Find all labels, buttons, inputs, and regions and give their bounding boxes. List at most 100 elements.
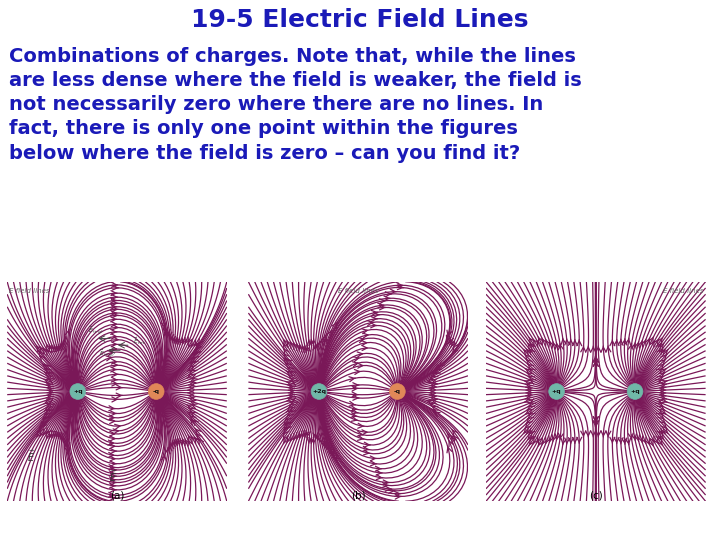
FancyArrowPatch shape: [661, 423, 667, 429]
FancyArrowPatch shape: [542, 438, 546, 445]
FancyArrowPatch shape: [614, 340, 619, 346]
FancyArrowPatch shape: [286, 358, 292, 364]
FancyArrowPatch shape: [527, 363, 534, 369]
FancyArrowPatch shape: [109, 477, 116, 482]
FancyArrowPatch shape: [606, 346, 611, 352]
FancyArrowPatch shape: [36, 431, 42, 437]
FancyArrowPatch shape: [188, 440, 193, 446]
FancyArrowPatch shape: [188, 337, 193, 343]
FancyArrowPatch shape: [48, 379, 55, 383]
Text: (c): (c): [589, 490, 603, 501]
FancyArrowPatch shape: [370, 461, 377, 466]
FancyArrowPatch shape: [322, 335, 327, 341]
FancyArrowPatch shape: [173, 337, 178, 343]
FancyArrowPatch shape: [371, 316, 377, 322]
FancyArrowPatch shape: [526, 349, 532, 355]
FancyArrowPatch shape: [593, 417, 598, 423]
FancyArrowPatch shape: [431, 406, 438, 411]
FancyArrowPatch shape: [111, 304, 117, 309]
FancyArrowPatch shape: [194, 348, 199, 355]
FancyArrowPatch shape: [110, 411, 117, 416]
FancyArrowPatch shape: [528, 368, 535, 374]
FancyArrowPatch shape: [309, 340, 314, 346]
FancyArrowPatch shape: [325, 442, 329, 449]
FancyArrowPatch shape: [283, 348, 289, 355]
FancyArrowPatch shape: [555, 343, 560, 349]
FancyArrowPatch shape: [186, 405, 193, 410]
FancyArrowPatch shape: [108, 440, 113, 445]
FancyArrowPatch shape: [307, 437, 312, 443]
FancyArrowPatch shape: [109, 492, 115, 497]
FancyArrowPatch shape: [626, 338, 631, 345]
FancyArrowPatch shape: [313, 344, 318, 350]
FancyArrowPatch shape: [656, 380, 662, 384]
FancyArrowPatch shape: [112, 359, 117, 364]
FancyArrowPatch shape: [525, 423, 531, 429]
FancyArrowPatch shape: [41, 422, 47, 428]
FancyArrowPatch shape: [361, 341, 366, 346]
FancyArrowPatch shape: [165, 448, 170, 454]
FancyArrowPatch shape: [190, 366, 197, 372]
FancyArrowPatch shape: [110, 461, 117, 466]
FancyArrowPatch shape: [357, 431, 364, 436]
FancyArrowPatch shape: [581, 431, 586, 437]
Text: (a): (a): [110, 490, 124, 501]
FancyArrowPatch shape: [111, 291, 117, 295]
FancyArrowPatch shape: [364, 450, 370, 455]
FancyArrowPatch shape: [431, 379, 438, 384]
FancyArrowPatch shape: [658, 343, 664, 349]
FancyArrowPatch shape: [198, 339, 204, 345]
FancyArrowPatch shape: [397, 282, 402, 288]
FancyArrowPatch shape: [353, 383, 359, 388]
FancyArrowPatch shape: [291, 397, 297, 402]
FancyArrowPatch shape: [109, 444, 114, 449]
FancyArrowPatch shape: [552, 342, 557, 348]
FancyArrowPatch shape: [110, 449, 117, 454]
FancyArrowPatch shape: [177, 338, 182, 345]
FancyArrowPatch shape: [649, 341, 654, 347]
FancyArrowPatch shape: [526, 386, 532, 390]
FancyArrowPatch shape: [657, 402, 664, 407]
FancyArrowPatch shape: [645, 438, 649, 445]
FancyArrowPatch shape: [109, 495, 116, 501]
FancyArrowPatch shape: [660, 386, 666, 390]
FancyArrowPatch shape: [610, 340, 615, 346]
FancyArrowPatch shape: [363, 447, 369, 451]
FancyArrowPatch shape: [320, 439, 325, 446]
FancyArrowPatch shape: [45, 409, 51, 415]
FancyArrowPatch shape: [177, 438, 182, 445]
FancyArrowPatch shape: [285, 362, 292, 368]
FancyArrowPatch shape: [52, 431, 56, 438]
FancyArrowPatch shape: [284, 358, 289, 364]
FancyArrowPatch shape: [642, 339, 646, 346]
FancyArrowPatch shape: [288, 390, 294, 395]
FancyArrowPatch shape: [572, 437, 577, 443]
FancyArrowPatch shape: [46, 428, 51, 435]
FancyArrowPatch shape: [359, 338, 364, 342]
FancyArrowPatch shape: [449, 336, 454, 343]
FancyArrowPatch shape: [316, 435, 321, 442]
FancyArrowPatch shape: [284, 339, 289, 346]
FancyArrowPatch shape: [112, 313, 119, 318]
FancyArrowPatch shape: [164, 332, 169, 338]
FancyArrowPatch shape: [622, 438, 627, 444]
FancyArrowPatch shape: [537, 341, 542, 347]
FancyArrowPatch shape: [112, 346, 117, 352]
FancyArrowPatch shape: [55, 345, 60, 352]
FancyArrowPatch shape: [191, 341, 197, 347]
FancyArrowPatch shape: [593, 360, 598, 366]
FancyArrowPatch shape: [112, 372, 119, 376]
FancyArrowPatch shape: [529, 380, 536, 384]
Text: Combinations of charges. Note that, while the lines
are less dense where the fie: Combinations of charges. Note that, whil…: [9, 46, 581, 163]
Text: $\vec{E}_{(+q)}$: $\vec{E}_{(+q)}$: [88, 324, 103, 336]
FancyArrowPatch shape: [559, 433, 563, 440]
FancyArrowPatch shape: [447, 446, 451, 453]
FancyArrowPatch shape: [427, 378, 433, 383]
FancyArrowPatch shape: [382, 483, 389, 488]
FancyArrowPatch shape: [306, 346, 310, 352]
FancyArrowPatch shape: [529, 338, 534, 344]
FancyArrowPatch shape: [546, 339, 550, 346]
FancyArrowPatch shape: [46, 384, 53, 389]
FancyArrowPatch shape: [189, 378, 196, 383]
Text: (b): (b): [351, 490, 366, 501]
